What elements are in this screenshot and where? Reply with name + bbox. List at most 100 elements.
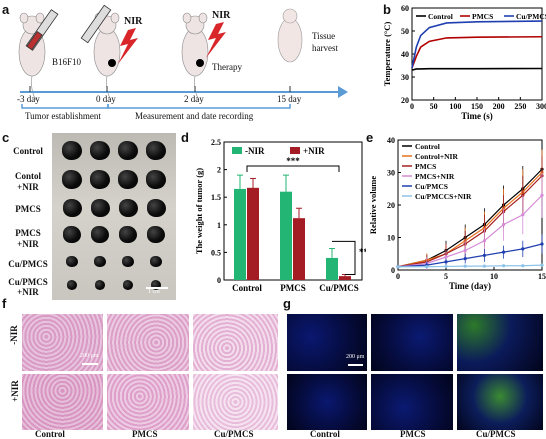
data-point: [521, 264, 525, 268]
he-image-pmcs-minus: [107, 314, 189, 371]
tumor-specimen: [62, 141, 82, 160]
significance-label: **: [359, 247, 366, 257]
col-label-control: Control: [35, 429, 65, 439]
he-image-cupmcs-plus: [193, 374, 278, 430]
panel-label-d: d: [181, 130, 189, 145]
legend-label: PMCS+NIR: [415, 172, 455, 181]
bar: [280, 191, 292, 280]
scale-bar-label: 200 μm: [80, 353, 99, 359]
tumor-dot: [196, 59, 204, 67]
tumor-specimen: [123, 280, 133, 290]
x-tick-label: 5: [444, 272, 448, 281]
data-point: [521, 213, 525, 217]
legend-label: Control: [415, 142, 440, 151]
bar: [293, 218, 305, 280]
temperature-chart: 20 30 40 50 60 0 50 100 150 200 250 300 Time (s) Temp…: [382, 4, 546, 121]
tumor-specimen: [62, 170, 82, 189]
panel-label-c: c: [2, 130, 10, 145]
data-point: [396, 265, 400, 269]
y-tick-label: 0: [391, 266, 395, 275]
panel-label-f: f: [2, 296, 7, 311]
data-point: [521, 247, 525, 251]
tumor-specimen: [118, 199, 138, 218]
tumor-specimen: [119, 226, 137, 244]
col-label-pmcs: PMCS: [132, 429, 158, 439]
y-tick-label: 50: [401, 27, 409, 36]
row-label-control: Control: [13, 146, 43, 156]
bar: [247, 187, 259, 280]
y-tick-label: 1.5: [211, 193, 221, 202]
col-label-pmcs: PMCS: [400, 429, 426, 439]
significance-bracket: [246, 165, 340, 172]
y-axis-label: Relative volume: [368, 176, 378, 235]
tumor-establishment-bracket: [21, 104, 109, 109]
x-axis-label: Time (s): [461, 111, 493, 121]
tumor-specimen: [147, 226, 165, 244]
series-line-3: [397, 194, 543, 268]
y-tick-label: 2.5: [211, 138, 221, 147]
timeline-label-2: 2 day: [184, 94, 204, 104]
row-label-pmcs: PMCS: [15, 204, 41, 214]
data-point: [540, 263, 544, 267]
data-point: [444, 255, 448, 259]
data-point: [463, 264, 467, 268]
series-line-2: [397, 175, 543, 268]
data-point: [463, 248, 467, 253]
tumor-specimen: [91, 226, 109, 244]
legend-label: PMCS: [415, 162, 436, 171]
nir-lightning-icon: [206, 22, 226, 58]
tumor-specimen: [118, 170, 138, 189]
tissue-harvest-label: Tissue harvest: [312, 31, 338, 53]
tumor-specimen: [62, 199, 82, 218]
nir-label-2: NIR: [212, 10, 231, 21]
tumor-specimen: [122, 256, 134, 268]
y-tick-label: 2: [217, 166, 221, 175]
scale-bar-label: 1 cm: [148, 289, 160, 295]
series-line-5: [398, 264, 543, 268]
tumor-weight-chart: 0 0.5 1 1.5 2 2.5 The weight of tumor (g) Contr…: [194, 138, 366, 293]
data-point: [502, 264, 506, 268]
tumor-specimen: [63, 226, 81, 244]
tumor-specimen: [146, 199, 166, 218]
scale-bar: [146, 287, 168, 289]
legend-swatch: [290, 147, 300, 154]
x-tick-label: 300: [536, 102, 546, 111]
panel-label-b: b: [383, 2, 391, 17]
timeline-label-minus3: -3 day: [17, 94, 40, 104]
relative-volume-chart: 0 10 20 30 40 0 5 10 15 Time (day) Relative volume…: [368, 136, 546, 291]
fluor-image-pmcs-minus: [371, 314, 453, 371]
bar: [234, 188, 246, 280]
tumor-specimen: [90, 141, 110, 160]
row-label-control-nir: Contol +NIR: [14, 171, 41, 192]
y-tick-label: 60: [401, 4, 409, 13]
tumor-specimen: [95, 280, 105, 290]
fluor-image-pmcs-plus: [371, 374, 453, 430]
significance-label: ***: [286, 156, 300, 166]
scale-bar: [348, 364, 363, 366]
data-point: [425, 265, 429, 269]
y-tick-label: 40: [387, 136, 395, 145]
syringe-icon: [25, 9, 59, 51]
tumor-specimen: [90, 170, 110, 189]
he-image-control-plus: [22, 374, 103, 430]
fluor-image-cupmcs-plus: [457, 374, 543, 430]
series-line-control: [411, 67, 543, 71]
nir-label-1: NIR: [124, 16, 143, 27]
fluor-image-cupmcs-minus: [457, 314, 543, 371]
x-tick-label: Cu/PMCS: [319, 283, 359, 293]
series-line-pmcs: [411, 35, 543, 69]
nir-lightning-icon: [118, 28, 138, 64]
tumor-specimen: [118, 141, 138, 160]
y-tick-label: 30: [401, 73, 409, 82]
data-point: [502, 222, 506, 227]
x-tick-label: 250: [514, 102, 526, 111]
x-tick-label: 50: [430, 102, 438, 111]
y-tick-label: 1: [217, 221, 221, 230]
series-line-cupmcs: [411, 20, 543, 68]
phase-measurement: Measurement and date recording: [135, 111, 254, 121]
col-label-cupmcs: Cu/PMCS: [476, 429, 516, 439]
tumor-specimen: [146, 170, 166, 189]
dead-mouse-icon: [277, 8, 303, 63]
row-label-cupmcs-nir: Cu/PMCS +NIR: [8, 277, 48, 297]
tumor-specimen: [90, 199, 110, 218]
